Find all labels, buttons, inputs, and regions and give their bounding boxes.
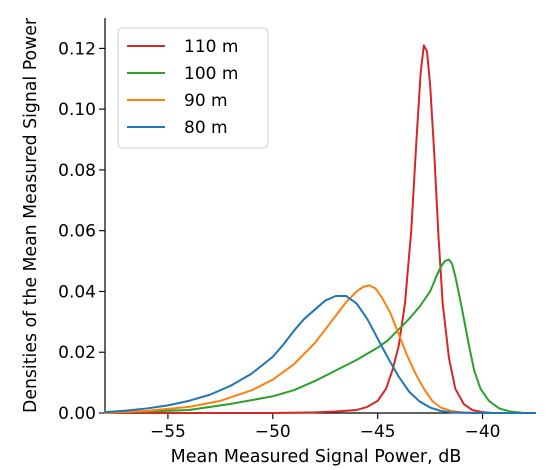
y-tick-label: 0.12 [58,39,96,59]
series-line-80-m [104,295,536,414]
legend: 110 m 100 m 90 m 80 m [117,27,269,149]
x-tick-label: −50 [255,422,291,442]
y-tick-label: 0.08 [58,161,96,181]
y-tick-label: 0.00 [58,404,96,424]
legend-label-90-m: 90 m [184,91,228,111]
legend-frame [117,27,269,149]
series-line-110-m [104,44,536,414]
y-tick-label: 0.02 [58,343,96,363]
legend-label-80-m: 80 m [184,118,228,138]
series-line-100-m [104,258,536,414]
series-layer [104,44,536,414]
series-line-90-m [104,284,536,414]
y-tick-label: 0.10 [58,100,96,120]
axes: −55 −50 −45 −40 0.00 0.02 0.04 0.06 0.08 0.10 0.12 [58,18,535,442]
legend-label-100-m: 100 m [184,64,238,84]
legend-label-110-m: 110 m [184,37,238,57]
x-axis-title: Mean Measured Signal Power, dB [171,447,462,467]
x-tick-label: −40 [465,422,501,442]
x-tick-label: −45 [360,422,396,442]
y-tick-label: 0.04 [58,282,96,302]
x-tick-label: −55 [150,422,186,442]
y-axis-title: Densities of the Mean Measured Signal Po… [21,17,41,413]
y-tick-label: 0.06 [58,222,96,242]
